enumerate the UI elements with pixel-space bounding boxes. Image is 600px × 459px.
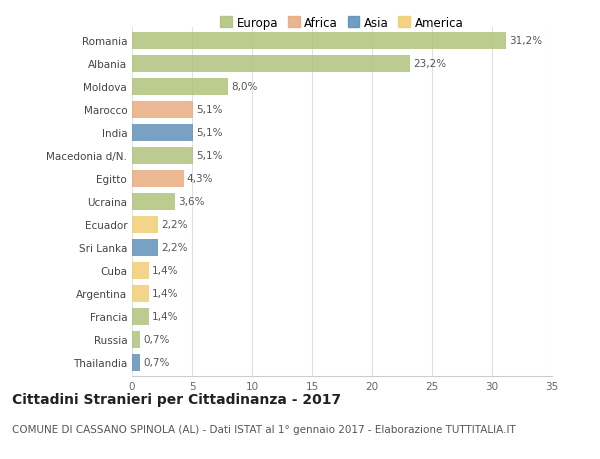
- Bar: [132, 217, 158, 233]
- Text: 2,2%: 2,2%: [161, 220, 188, 230]
- Bar: [132, 56, 410, 73]
- Bar: [132, 331, 140, 348]
- Text: 4,3%: 4,3%: [187, 174, 213, 184]
- Legend: Europa, Africa, Asia, America: Europa, Africa, Asia, America: [218, 14, 466, 32]
- Text: 1,4%: 1,4%: [152, 312, 178, 322]
- Bar: [132, 285, 149, 302]
- Text: 23,2%: 23,2%: [413, 59, 446, 69]
- Bar: [132, 263, 149, 279]
- Bar: [132, 125, 193, 141]
- Bar: [132, 308, 149, 325]
- Text: 5,1%: 5,1%: [196, 128, 223, 138]
- Text: Cittadini Stranieri per Cittadinanza - 2017: Cittadini Stranieri per Cittadinanza - 2…: [12, 392, 341, 406]
- Text: 31,2%: 31,2%: [509, 36, 542, 46]
- Text: 1,4%: 1,4%: [152, 266, 178, 276]
- Text: 3,6%: 3,6%: [178, 197, 205, 207]
- Bar: [132, 240, 158, 256]
- Bar: [132, 194, 175, 210]
- Text: 8,0%: 8,0%: [231, 82, 257, 92]
- Text: 5,1%: 5,1%: [196, 105, 223, 115]
- Text: 0,7%: 0,7%: [143, 335, 170, 345]
- Text: COMUNE DI CASSANO SPINOLA (AL) - Dati ISTAT al 1° gennaio 2017 - Elaborazione TU: COMUNE DI CASSANO SPINOLA (AL) - Dati IS…: [12, 425, 516, 435]
- Bar: [132, 354, 140, 371]
- Bar: [132, 33, 506, 50]
- Bar: [132, 171, 184, 187]
- Text: 1,4%: 1,4%: [152, 289, 178, 299]
- Bar: [132, 148, 193, 164]
- Text: 0,7%: 0,7%: [143, 358, 170, 368]
- Text: 5,1%: 5,1%: [196, 151, 223, 161]
- Bar: [132, 102, 193, 118]
- Bar: [132, 79, 228, 95]
- Text: 2,2%: 2,2%: [161, 243, 188, 253]
